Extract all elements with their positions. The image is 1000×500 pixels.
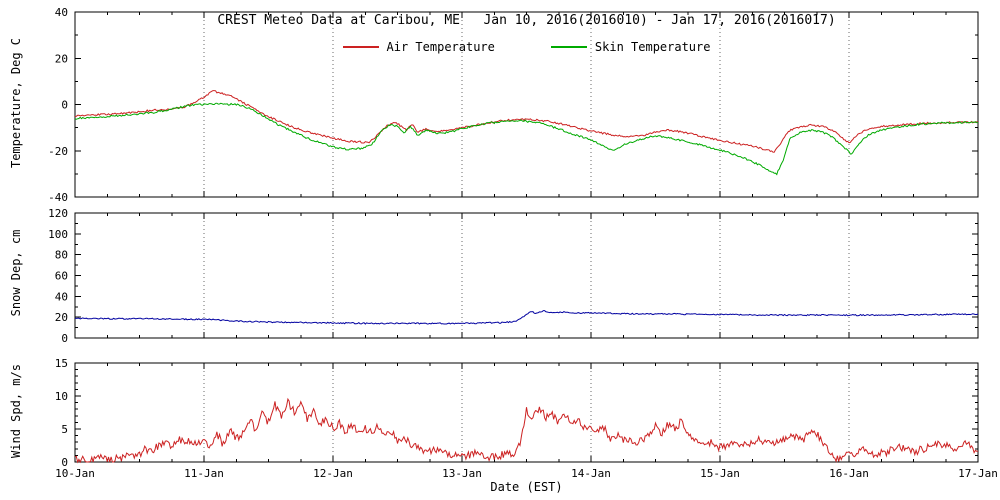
x-tick-label: 15-Jan <box>700 467 740 480</box>
series-line-snow-depth <box>74 310 979 325</box>
legend-item-skin-temperature: Skin Temperature <box>550 40 711 54</box>
y-tick-label: 0 <box>61 332 68 345</box>
x-tick-label: 17-Jan <box>958 467 998 480</box>
air-temperature-line-swatch <box>342 46 379 48</box>
panel-frame <box>74 362 979 463</box>
legend: Air Temperature Skin Temperature <box>75 40 978 54</box>
series-line-skin-temperature <box>74 102 978 176</box>
panel-temperature: -40 -20 0 20 40 <box>48 6 979 204</box>
legend-label-air-temperature: Air Temperature <box>386 40 495 54</box>
y-tick-label: -20 <box>48 145 68 158</box>
skin-temperature-line-swatch <box>550 46 587 48</box>
x-tick-label: 11-Jan <box>184 467 224 480</box>
y-tick-label: 40 <box>55 6 68 19</box>
y-tick-label: 40 <box>55 290 68 303</box>
y-tick-label: 120 <box>48 207 68 220</box>
y-tick-label: 10 <box>55 390 68 403</box>
y-tick-label: -40 <box>48 191 68 204</box>
legend-item-air-temperature: Air Temperature <box>342 40 495 54</box>
x-axis-title: Date (EST) <box>490 480 563 494</box>
chart-title: CREST Meteo Data at Caribou, ME Jan 10, … <box>217 13 836 28</box>
y-tick-label: 0 <box>61 456 68 469</box>
y-tick-label: 80 <box>55 249 68 262</box>
y-tick-label: 0 <box>61 99 68 112</box>
y-tick-label: 15 <box>55 357 68 370</box>
y-axis-title-wind-speed: Wind Spd, m/s <box>9 364 23 458</box>
series-line-wind-speed <box>74 397 979 464</box>
panel-snow-depth: 0 20 40 60 80 100 120 <box>48 207 979 345</box>
x-tick-label: 14-Jan <box>571 467 611 480</box>
y-tick-label: 100 <box>48 228 68 241</box>
x-tick-label: 12-Jan <box>313 467 353 480</box>
panel-wind-speed: 0 5 10 15 10-Jan 11-Jan 12-Jan 13-Jan 14-Jan 15-J… <box>55 357 998 480</box>
x-tick-label: 13-Jan <box>442 467 482 480</box>
y-tick-label: 60 <box>55 270 68 283</box>
y-tick-label: 5 <box>61 423 68 436</box>
y-tick-label: 20 <box>55 52 68 65</box>
x-tick-label: 16-Jan <box>829 467 869 480</box>
legend-label-skin-temperature: Skin Temperature <box>594 40 711 54</box>
series-line-air-temperature <box>74 90 978 153</box>
y-tick-label: 20 <box>55 311 68 324</box>
x-tick-label: 10-Jan <box>55 467 95 480</box>
